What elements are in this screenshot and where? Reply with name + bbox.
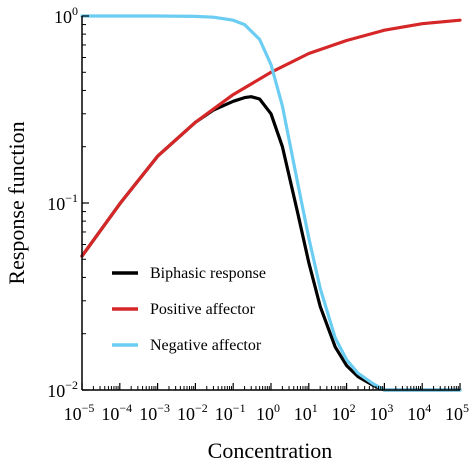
y-tick-label: 10−2: [47, 378, 78, 401]
x-tick-label: 10−4: [101, 401, 132, 424]
y-tick-label: 100: [54, 4, 78, 27]
x-tick-label: 104: [407, 401, 431, 424]
series-line-1: [80, 18, 462, 258]
y-axis-title: Response function: [4, 121, 29, 284]
legend-label-2: Negative affector: [150, 337, 262, 354]
x-axis-title: Concentration: [208, 438, 333, 463]
x-tick-label: 102: [332, 401, 356, 424]
x-tick-label: 100: [256, 401, 280, 424]
plot-area: [80, 14, 462, 392]
x-tick-label: 103: [369, 401, 393, 424]
legend: Biphasic response Positive affector Negati…: [112, 265, 266, 354]
legend-label-1: Positive affector: [150, 301, 256, 318]
x-tick-label: 10−3: [139, 401, 170, 424]
y-axis: 10−2 10−1 100: [47, 4, 89, 401]
legend-label-0: Biphasic response: [150, 265, 266, 282]
x-axis: 10−5 10−4 10−3 10−2 10−1 100 101 102 103 104 105: [64, 383, 469, 424]
x-tick-label: 10−1: [215, 401, 246, 424]
series-line-0: [80, 95, 462, 392]
x-tick-label: 10−2: [177, 401, 208, 424]
x-tick-label: 105: [445, 401, 469, 424]
y-tick-label: 10−1: [47, 191, 78, 214]
x-tick-label: 101: [294, 401, 318, 424]
x-tick-label: 10−5: [64, 401, 95, 424]
